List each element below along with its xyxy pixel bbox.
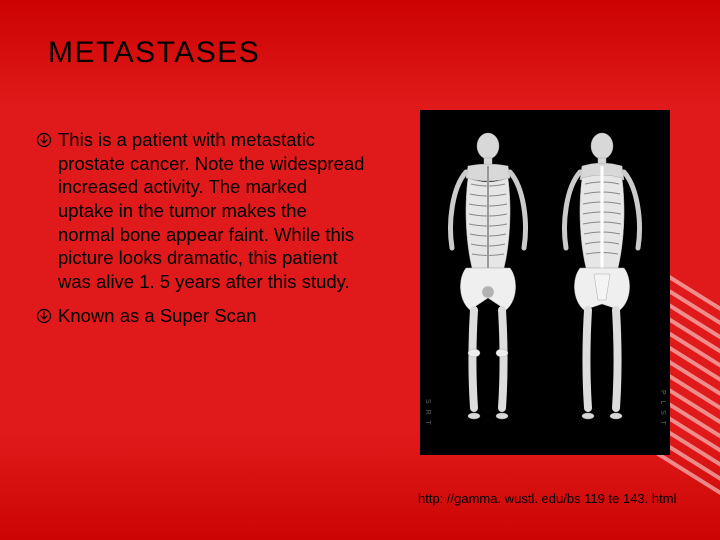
slide: METASTASES This is a patient with metast… <box>0 0 720 540</box>
scan-side-label-right: P L S T <box>659 390 666 427</box>
bullet-item: Known as a Super Scan <box>36 304 366 328</box>
slide-title: METASTASES <box>48 36 260 70</box>
citation-text: http: //gamma. wustl. edu/bs 119 te 143.… <box>418 491 676 506</box>
scan-side-label-left: S R T <box>424 399 431 427</box>
bullet-text: Known as a Super Scan <box>58 304 366 328</box>
bone-scan-image: S R T P L S T <box>420 110 670 455</box>
skeleton-posterior <box>552 128 652 428</box>
body-text: This is a patient with metastatic prosta… <box>36 128 366 337</box>
circled-down-arrow-icon <box>36 132 52 148</box>
skeleton-anterior <box>438 128 538 428</box>
bullet-text: This is a patient with metastatic prosta… <box>58 128 366 294</box>
bullet-item: This is a patient with metastatic prosta… <box>36 128 366 294</box>
circled-down-arrow-icon <box>36 308 52 324</box>
